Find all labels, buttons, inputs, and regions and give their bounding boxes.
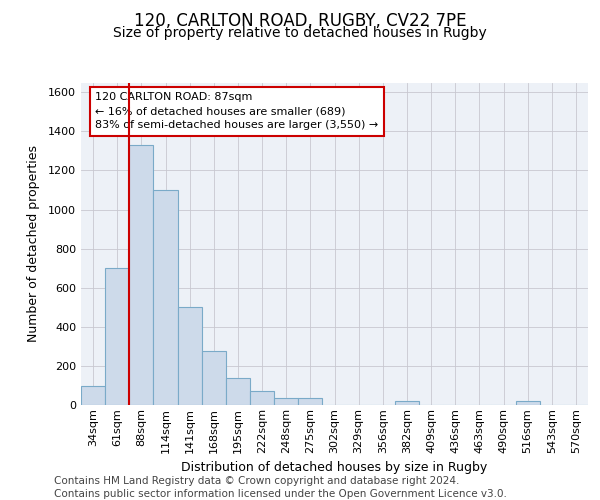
Y-axis label: Number of detached properties: Number of detached properties bbox=[26, 145, 40, 342]
Text: 120 CARLTON ROAD: 87sqm
← 16% of detached houses are smaller (689)
83% of semi-d: 120 CARLTON ROAD: 87sqm ← 16% of detache… bbox=[95, 92, 379, 130]
Bar bbox=[298, 398, 322, 405]
Text: Size of property relative to detached houses in Rugby: Size of property relative to detached ho… bbox=[113, 26, 487, 40]
Bar bbox=[250, 391, 274, 405]
Bar bbox=[515, 402, 540, 405]
Bar bbox=[226, 378, 250, 405]
Bar bbox=[178, 308, 202, 405]
Bar bbox=[395, 402, 419, 405]
Bar bbox=[274, 398, 298, 405]
Text: Contains public sector information licensed under the Open Government Licence v3: Contains public sector information licen… bbox=[54, 489, 507, 499]
X-axis label: Distribution of detached houses by size in Rugby: Distribution of detached houses by size … bbox=[181, 461, 488, 474]
Bar bbox=[129, 145, 154, 405]
Bar bbox=[105, 268, 129, 405]
Bar bbox=[154, 190, 178, 405]
Text: 120, CARLTON ROAD, RUGBY, CV22 7PE: 120, CARLTON ROAD, RUGBY, CV22 7PE bbox=[134, 12, 466, 30]
Text: Contains HM Land Registry data © Crown copyright and database right 2024.: Contains HM Land Registry data © Crown c… bbox=[54, 476, 460, 486]
Bar bbox=[202, 351, 226, 405]
Bar bbox=[81, 386, 105, 405]
